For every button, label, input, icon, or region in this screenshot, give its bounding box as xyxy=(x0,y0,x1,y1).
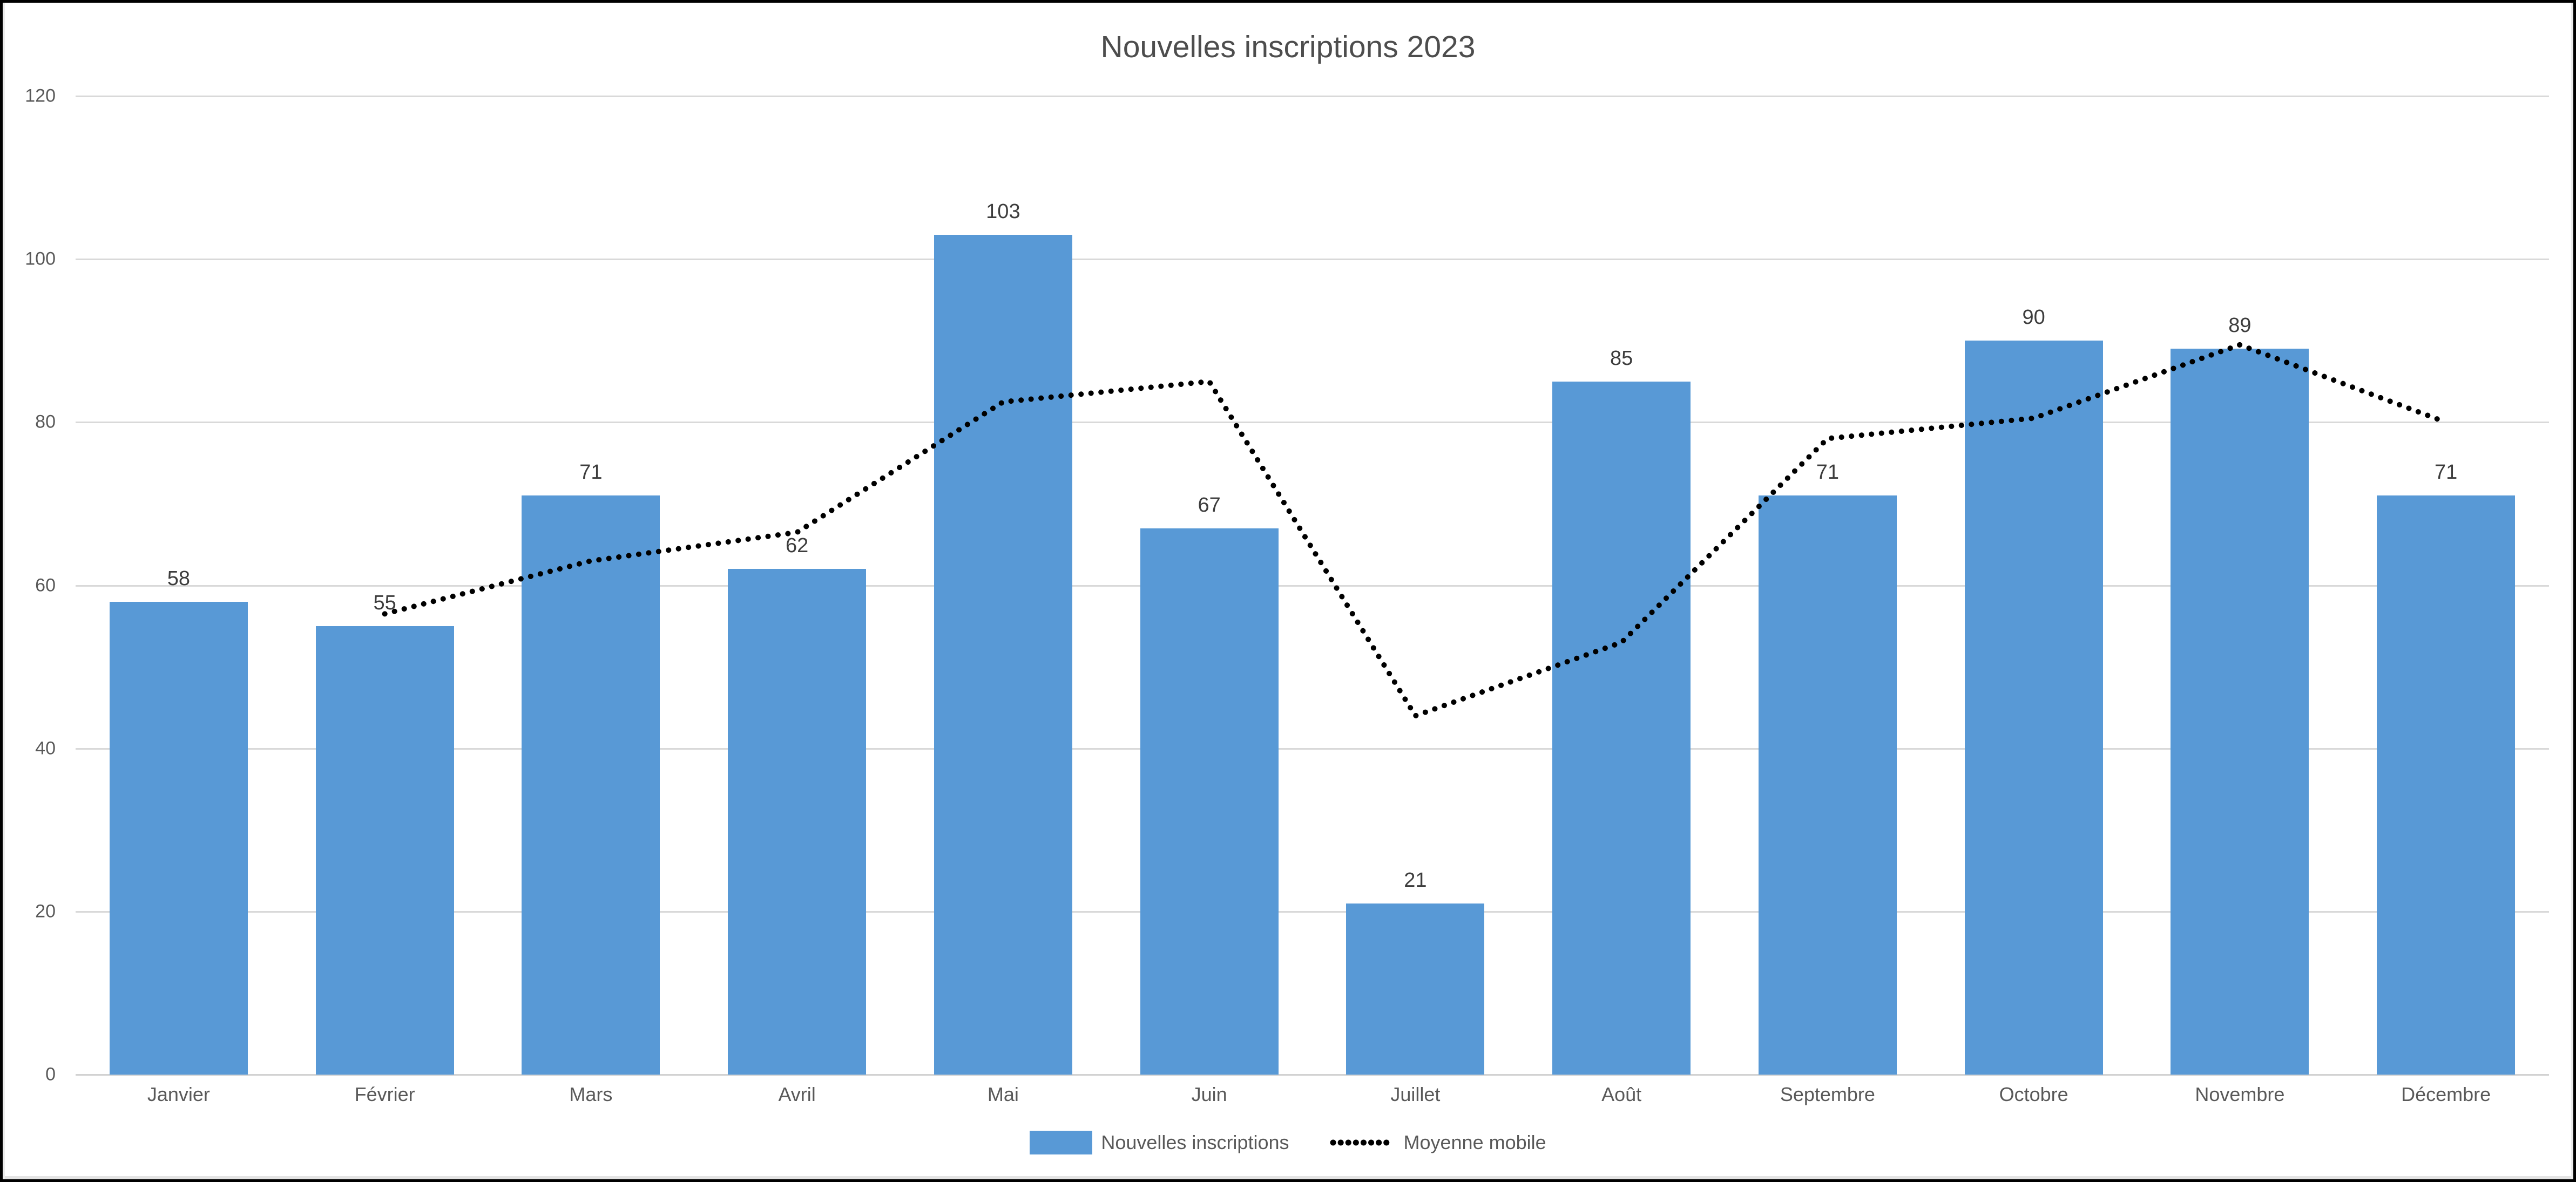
legend-label: Moyenne mobile xyxy=(1403,1131,1546,1153)
legend-item-nouvelles-inscriptions[interactable]: Nouvelles inscriptions xyxy=(1030,1131,1289,1154)
y-tick-label: 60 xyxy=(35,575,56,595)
bar-value-label: 71 xyxy=(579,461,603,484)
x-axis-label-décembre: Décembre xyxy=(2401,1083,2491,1105)
bar-août[interactable] xyxy=(1552,381,1691,1075)
bar-juillet[interactable] xyxy=(1346,903,1485,1075)
bar-value-label: 71 xyxy=(1816,461,1840,484)
bar-octobre[interactable] xyxy=(1964,341,2103,1075)
bar-value-label: 62 xyxy=(785,534,809,558)
chart-title: Nouvelles inscriptions 2023 xyxy=(1100,30,1476,64)
bar-avril[interactable] xyxy=(728,569,867,1075)
y-tick-label: 120 xyxy=(25,85,56,106)
bar-décembre[interactable] xyxy=(2377,495,2516,1075)
y-tick-label: 80 xyxy=(35,411,56,432)
y-tick-label: 100 xyxy=(25,248,56,269)
x-axis-line xyxy=(76,1074,2549,1076)
bar-value-label: 58 xyxy=(167,567,191,590)
bar-value-label: 21 xyxy=(1404,868,1427,892)
bar-mai[interactable] xyxy=(934,234,1072,1075)
bar-novembre[interactable] xyxy=(2171,349,2309,1075)
bar-value-label: 90 xyxy=(2022,306,2045,329)
bar-value-label: 89 xyxy=(2228,314,2252,337)
gridline xyxy=(76,748,2549,750)
bar-value-label: 103 xyxy=(986,200,1020,223)
bar-janvier[interactable] xyxy=(109,601,248,1075)
x-axis-label-juillet: Juillet xyxy=(1390,1083,1441,1105)
bar-series-swatch-icon xyxy=(1030,1131,1093,1154)
bar-juin[interactable] xyxy=(1140,528,1279,1075)
gridline xyxy=(76,96,2549,97)
legend-label: Nouvelles inscriptions xyxy=(1101,1131,1289,1153)
x-axis-label-janvier: Janvier xyxy=(147,1083,210,1105)
bar-value-label: 71 xyxy=(2434,461,2458,484)
bar-mars[interactable] xyxy=(522,495,660,1075)
x-axis-label-octobre: Octobre xyxy=(1999,1083,2068,1105)
x-axis-label-février: Février xyxy=(354,1083,415,1105)
x-axis-label-juin: Juin xyxy=(1191,1083,1227,1105)
x-axis-label-avril: Avril xyxy=(778,1083,816,1105)
gridline xyxy=(76,259,2549,261)
bar-value-label: 55 xyxy=(373,592,396,615)
bar-septembre[interactable] xyxy=(1758,495,1897,1075)
x-axis-label-août: Août xyxy=(1601,1083,1642,1105)
legend-item-moyenne-mobile[interactable]: Moyenne mobile xyxy=(1329,1131,1546,1154)
y-tick-label: 0 xyxy=(45,1064,56,1085)
bar-value-label: 67 xyxy=(1198,493,1221,517)
x-axis-label-novembre: Novembre xyxy=(2195,1083,2285,1105)
y-tick-label: 20 xyxy=(35,901,56,922)
bar-février[interactable] xyxy=(315,626,454,1075)
x-axis-label-mars: Mars xyxy=(569,1083,613,1105)
x-axis-label-mai: Mai xyxy=(987,1083,1019,1105)
gridline xyxy=(76,911,2549,913)
legend: Nouvelles inscriptions Moyenne mobile xyxy=(3,1127,2573,1158)
bar-value-label: 85 xyxy=(1610,347,1633,370)
x-axis-label-septembre: Septembre xyxy=(1780,1083,1875,1105)
dotted-line-swatch-icon xyxy=(1330,1139,1395,1146)
y-tick-label: 40 xyxy=(35,738,56,759)
